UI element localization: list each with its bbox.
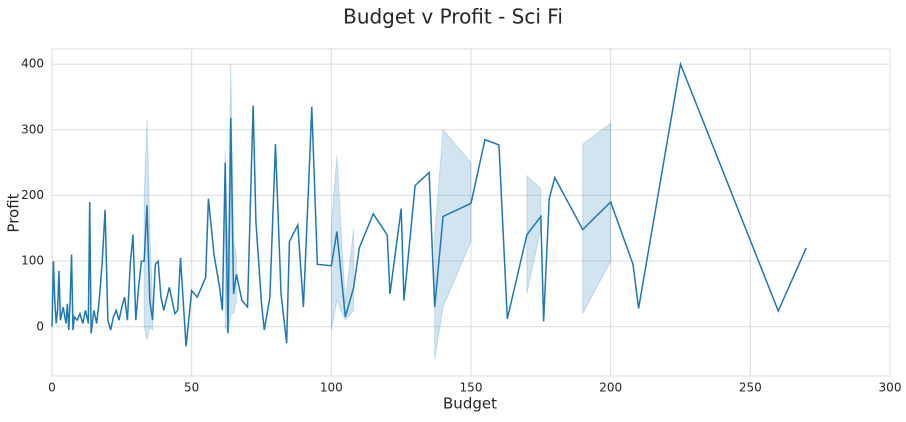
confidence-band — [526, 174, 542, 295]
x-tick-label: 0 — [48, 381, 56, 395]
x-tick-label: 150 — [460, 381, 483, 395]
plot-frame — [51, 48, 891, 377]
y-tick-label: 0 — [36, 319, 44, 333]
chart-title: Budget v Profit - Sci Fi — [343, 5, 563, 29]
x-tick-label: 300 — [879, 381, 902, 395]
x-tick-label: 50 — [184, 381, 199, 395]
x-tick-label: 200 — [599, 381, 622, 395]
x-tick-label: 250 — [739, 381, 762, 395]
y-axis-label: Profit — [5, 193, 23, 232]
x-axis-label: Budget — [443, 395, 497, 413]
data-line — [51, 61, 807, 347]
x-tick-label: 100 — [320, 381, 343, 395]
confidence-band — [434, 128, 472, 360]
y-tick-label: 400 — [21, 57, 44, 71]
y-tick-label: 100 — [21, 254, 44, 268]
y-tick-label: 300 — [21, 122, 44, 136]
confidence-band — [582, 122, 612, 314]
confidence-band — [330, 155, 355, 331]
y-tick-label: 200 — [21, 188, 44, 202]
